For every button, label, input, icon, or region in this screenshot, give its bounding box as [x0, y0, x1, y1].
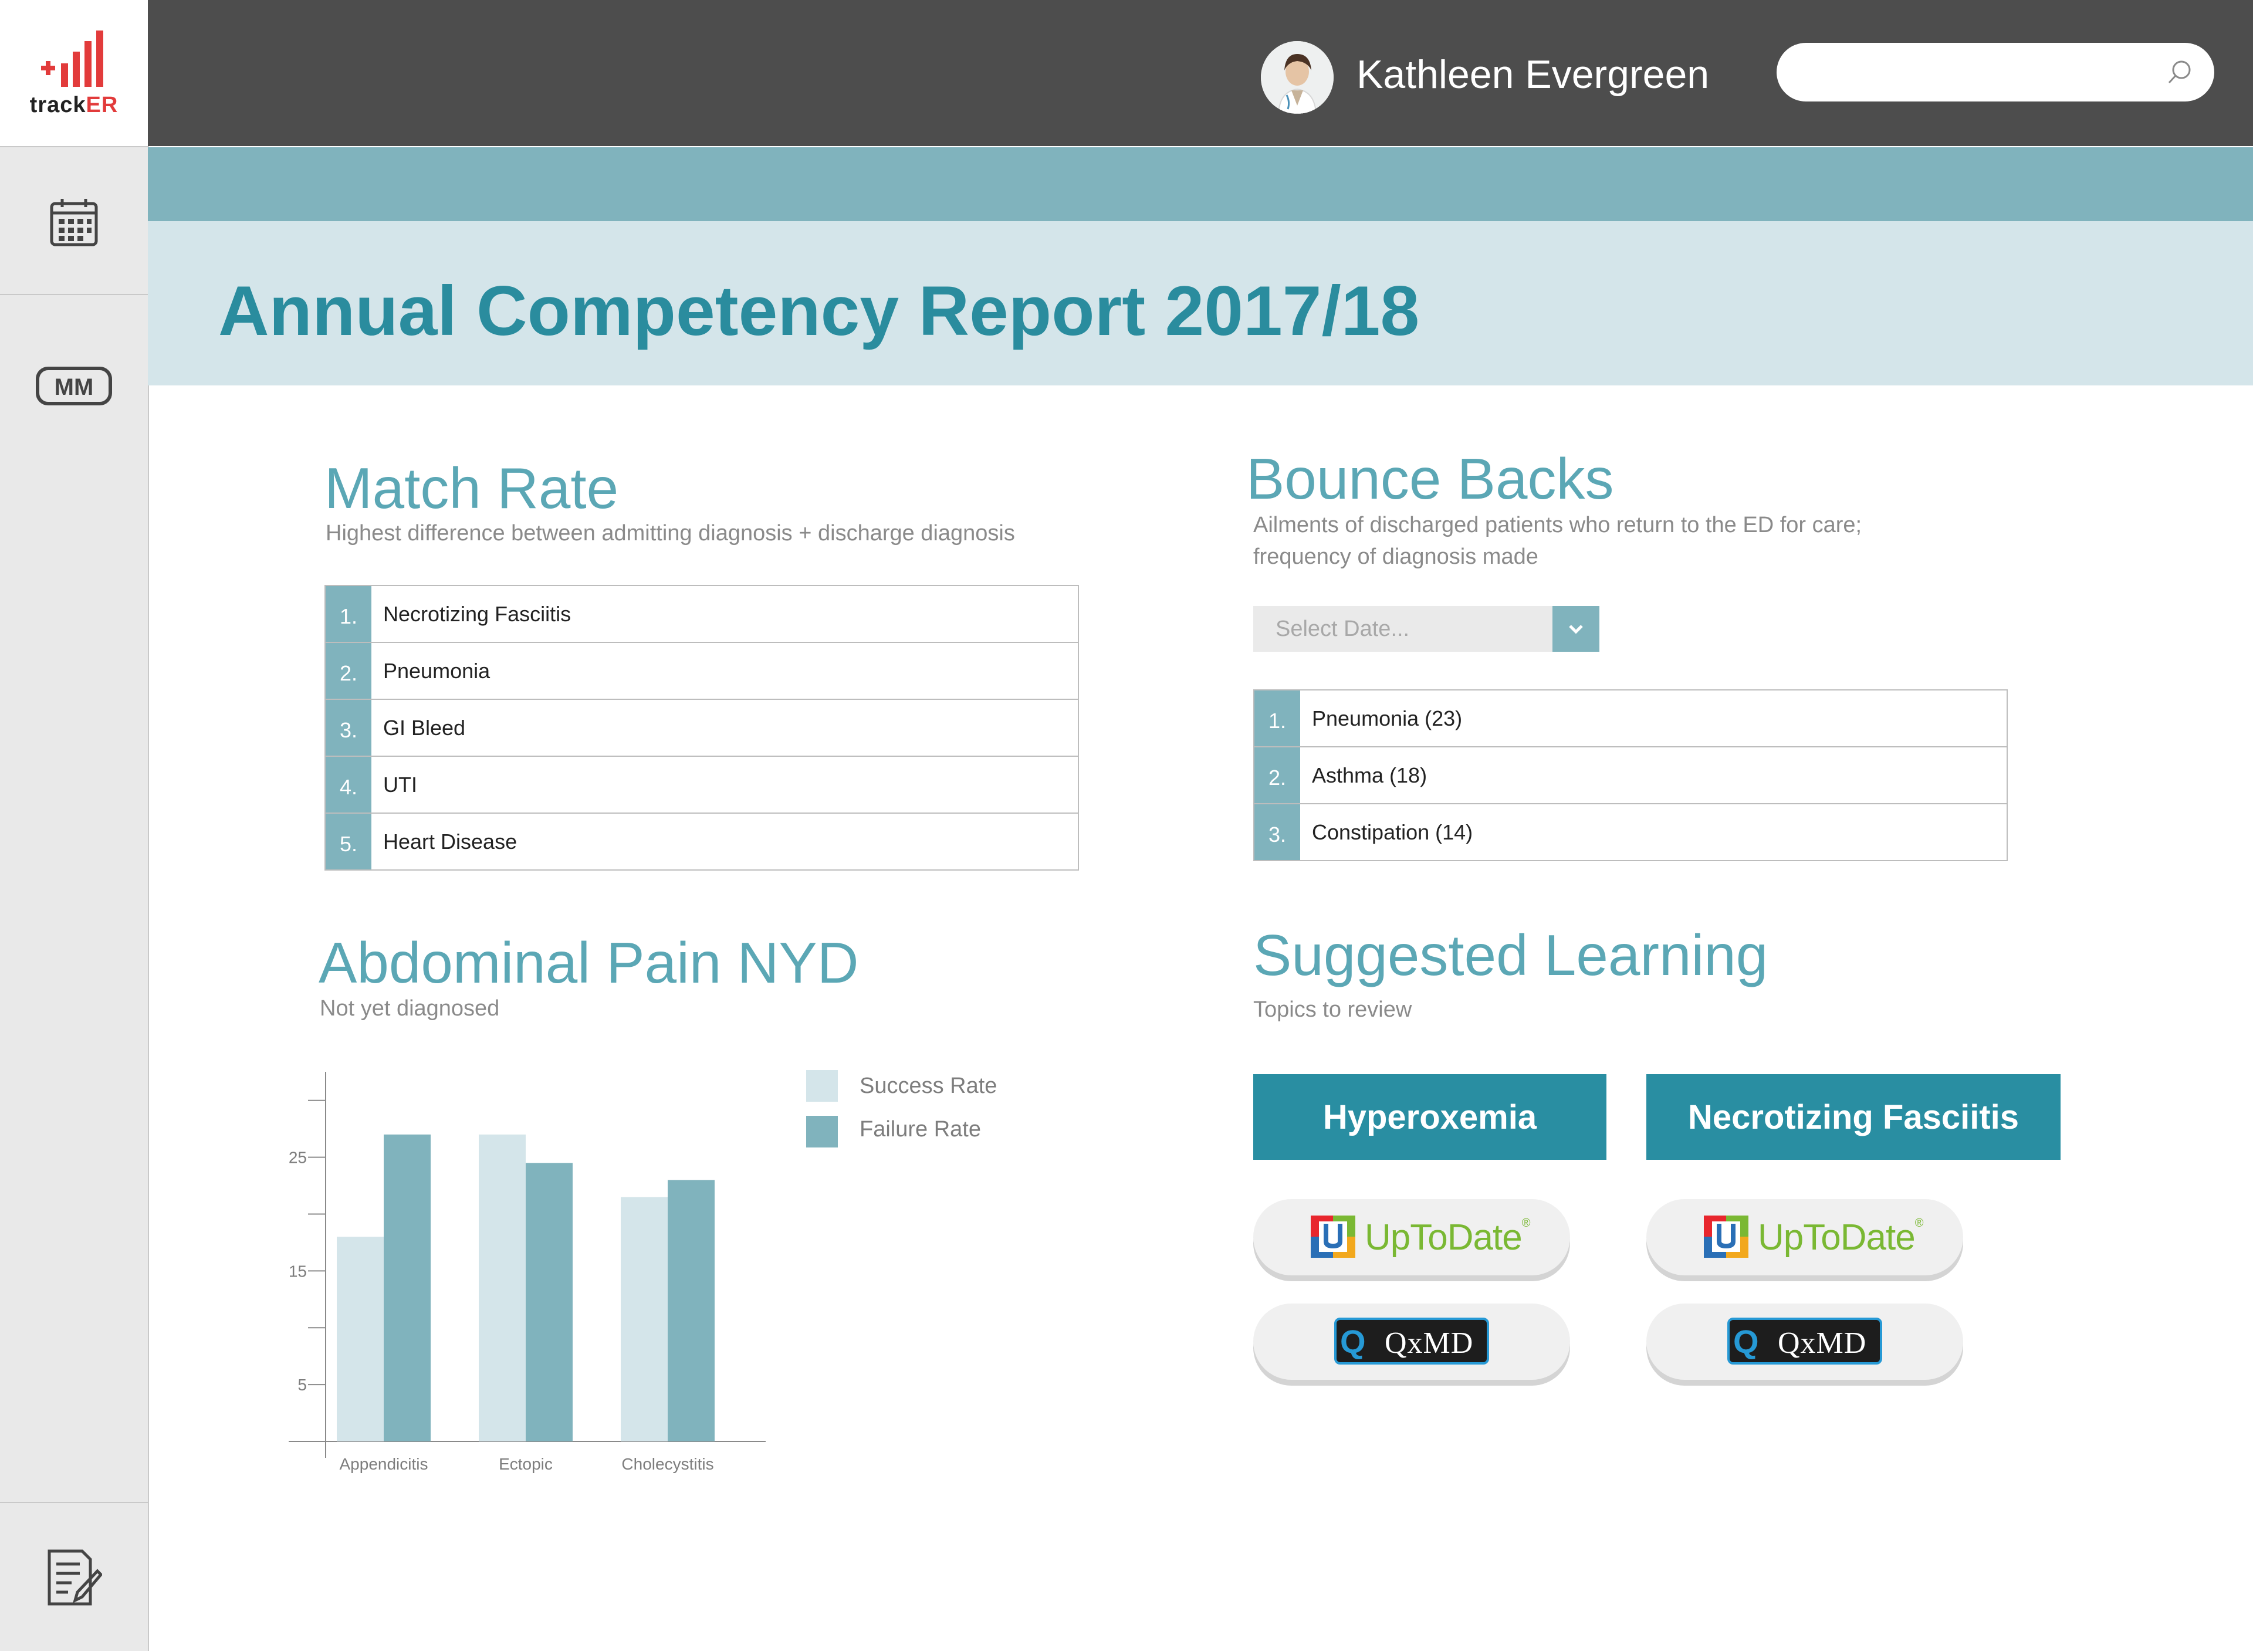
bar-success	[621, 1197, 668, 1441]
list-item[interactable]: 1. Pneumonia (23)	[1254, 690, 2007, 747]
rank-label: Asthma (18)	[1312, 763, 1427, 787]
rank-label: Pneumonia	[383, 658, 490, 683]
legend-swatch-failure	[806, 1116, 838, 1147]
bounce-backs-title: Bounce Backs	[1246, 446, 1614, 511]
abdominal-pain-chart: 5 15 25 Appendicitis Ectopic Cholecystitis	[289, 1072, 766, 1473]
date-select-toggle[interactable]	[1552, 606, 1599, 652]
qxmd-q-icon: Q	[1733, 1323, 1759, 1360]
rank-number: 1.	[326, 586, 371, 642]
user-name[interactable]: Kathleen Evergreen	[1356, 52, 1710, 97]
y-tick-label: 15	[289, 1262, 307, 1280]
search-box[interactable]	[1777, 43, 2214, 101]
legend-label-success: Success Rate	[860, 1074, 997, 1098]
bar-success	[337, 1237, 384, 1441]
list-item[interactable]: 3. Constipation (14)	[1254, 804, 2007, 860]
list-item[interactable]: 2. Asthma (18)	[1254, 747, 2007, 804]
sidebar: trackER MM	[0, 0, 149, 1651]
uptodate-logo-icon	[1311, 1216, 1355, 1258]
header-accent-band	[148, 147, 2253, 221]
title-banner: Annual Competency Report 2017/18	[148, 221, 2253, 385]
app-logo[interactable]: trackER	[0, 0, 148, 147]
sidebar-item-notes[interactable]	[0, 1502, 148, 1652]
bar-failure	[384, 1134, 431, 1441]
rank-label: Constipation (14)	[1312, 820, 1473, 844]
legend-swatch-success	[806, 1070, 838, 1102]
match-rate-title: Match Rate	[324, 456, 619, 520]
bar-success	[479, 1134, 526, 1441]
calendar-icon	[50, 199, 98, 246]
topic-button-necrotizing-fasciitis[interactable]: Necrotizing Fasciitis	[1646, 1074, 2061, 1160]
list-item[interactable]: 1. Necrotizing Fasciitis	[326, 586, 1078, 643]
app-logo-text: trackER	[29, 93, 119, 117]
abdominal-pain-subtitle: Not yet diagnosed	[320, 996, 500, 1021]
match-rate-subtitle: Highest difference between admitting dia…	[326, 521, 1015, 546]
user-photo	[1261, 41, 1334, 114]
bar-failure	[526, 1163, 573, 1441]
rank-number: 1.	[1254, 690, 1300, 746]
rank-number: 4.	[326, 757, 371, 813]
rank-label: Necrotizing Fasciitis	[383, 601, 571, 626]
list-item[interactable]: 2. Pneumonia	[326, 643, 1078, 700]
abdominal-pain-title: Abdominal Pain NYD	[319, 930, 859, 995]
rank-number: 2.	[1254, 747, 1300, 803]
bounce-backs-subtitle-line2: frequency of diagnosis made	[1253, 544, 1538, 569]
suggested-learning-title: Suggested Learning	[1253, 923, 1768, 987]
x-tick-label: Appendicitis	[340, 1455, 428, 1473]
y-tick-label: 25	[289, 1149, 307, 1167]
sidebar-item-mm[interactable]: MM	[0, 295, 148, 471]
sidebar-item-calendar[interactable]	[0, 147, 148, 295]
qxmd-label: QxMD	[1385, 1326, 1474, 1360]
logo-bars-icon	[41, 31, 103, 87]
top-bar: Kathleen Evergreen	[148, 0, 2253, 146]
bar-failure	[668, 1180, 715, 1441]
rank-number: 5.	[326, 814, 371, 869]
date-select[interactable]: Select Date...	[1253, 606, 1599, 652]
rank-label: Heart Disease	[383, 829, 517, 854]
search-input[interactable]	[1800, 55, 2154, 91]
list-item[interactable]: 4. UTI	[326, 757, 1078, 814]
x-tick-label: Cholecystitis	[621, 1455, 713, 1473]
rank-label: UTI	[383, 772, 417, 797]
qxmd-button-hyperoxemia[interactable]: Q QxMD	[1253, 1304, 1570, 1380]
bounce-backs-list: 1. Pneumonia (23) 2. Asthma (18) 3. Constip…	[1253, 689, 2008, 861]
list-item[interactable]: 3. GI Bleed	[326, 700, 1078, 757]
chevron-down-icon	[1569, 625, 1583, 634]
avatar[interactable]	[1261, 41, 1334, 114]
x-tick-label: Ectopic	[499, 1455, 553, 1473]
uptodate-label: UpToDate®	[1365, 1217, 1530, 1258]
qxmd-q-icon: Q	[1340, 1323, 1366, 1360]
qxmd-button-necrotizing-fasciitis[interactable]: Q QxMD	[1646, 1304, 1963, 1380]
uptodate-label: UpToDate®	[1758, 1217, 1923, 1258]
uptodate-logo-icon	[1704, 1216, 1748, 1258]
svg-text:MM: MM	[55, 374, 94, 400]
suggested-learning-subtitle: Topics to review	[1253, 997, 1412, 1022]
rank-label: Pneumonia (23)	[1312, 706, 1463, 730]
rank-number: 3.	[326, 700, 371, 756]
rank-label: GI Bleed	[383, 715, 466, 740]
rank-number: 2.	[326, 643, 371, 699]
search-icon[interactable]	[2166, 59, 2193, 86]
bounce-backs-subtitle-line1: Ailments of discharged patients who retu…	[1253, 513, 1862, 537]
y-tick-label: 5	[297, 1376, 307, 1394]
rank-number: 3.	[1254, 804, 1300, 860]
list-item[interactable]: 5. Heart Disease	[326, 814, 1078, 869]
qxmd-label: QxMD	[1778, 1326, 1867, 1360]
mm-icon: MM	[36, 367, 112, 405]
uptodate-button-necrotizing-fasciitis[interactable]: UpToDate®	[1646, 1199, 1963, 1275]
page-title: Annual Competency Report 2017/18	[218, 272, 1420, 350]
qxmd-logo: Q QxMD	[1334, 1318, 1489, 1365]
qxmd-logo: Q QxMD	[1727, 1318, 1882, 1365]
date-select-placeholder: Select Date...	[1276, 617, 1410, 641]
topic-button-hyperoxemia[interactable]: Hyperoxemia	[1253, 1074, 1606, 1160]
match-rate-list: 1. Necrotizing Fasciitis 2. Pneumonia 3. GI…	[324, 585, 1079, 871]
uptodate-button-hyperoxemia[interactable]: UpToDate®	[1253, 1199, 1570, 1275]
legend-label-failure: Failure Rate	[860, 1117, 981, 1142]
notes-icon	[48, 1549, 102, 1606]
